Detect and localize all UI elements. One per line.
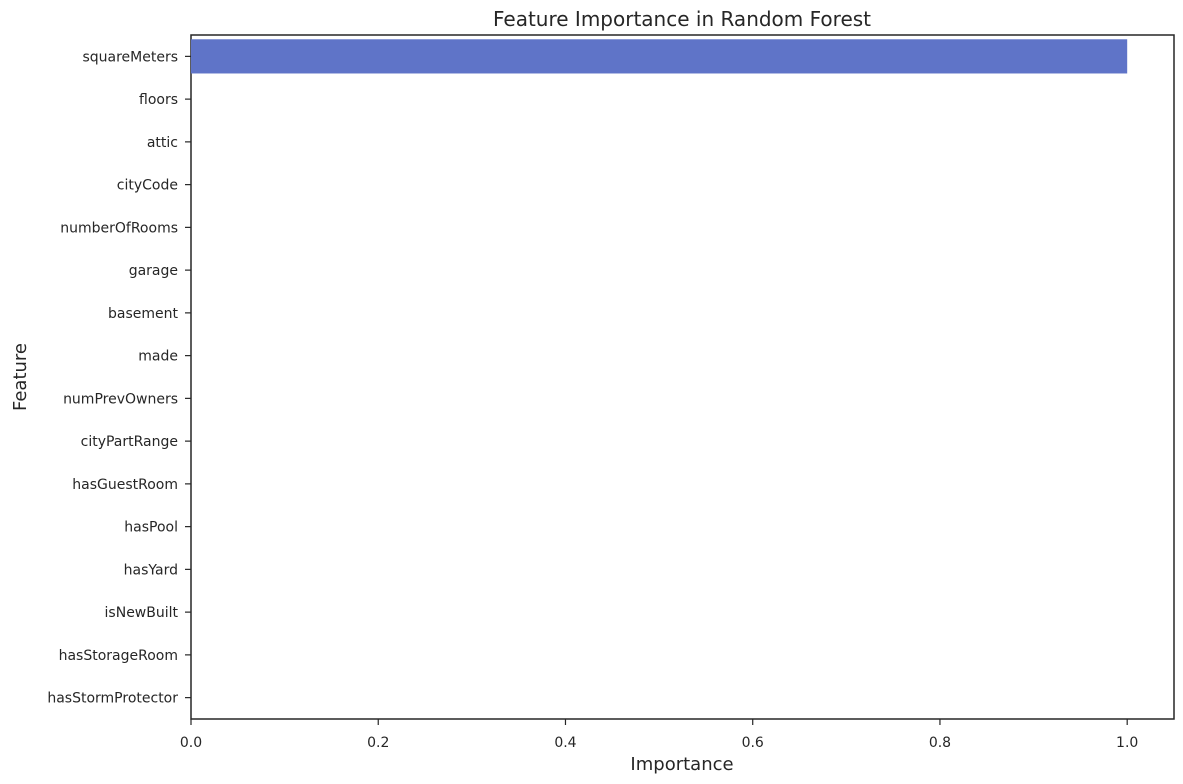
y-axis-label: Feature [10, 343, 31, 411]
x-tick-label-5: 1.0 [1116, 735, 1138, 751]
bar-squareMeters [191, 39, 1128, 74]
y-tick-label-numberOfRooms: numberOfRooms [60, 220, 178, 236]
y-axis: squareMeters floors attic cityCode numberOfR… [47, 49, 191, 707]
y-tick-label-squareMeters: squareMeters [82, 49, 178, 65]
x-tick-label-0: 0.0 [180, 735, 202, 751]
y-tick-label-isNewBuilt: isNewBuilt [105, 605, 179, 621]
y-tick-label-hasYard: hasYard [124, 562, 178, 578]
y-tick-label-attic: attic [147, 135, 178, 151]
x-tick-label-3: 0.6 [742, 735, 764, 751]
x-axis-label: Importance [630, 754, 733, 775]
y-tick-label-hasPool: hasPool [124, 520, 178, 536]
y-tick-label-hasStorageRoom: hasStorageRoom [59, 648, 178, 664]
x-tick-label-4: 0.8 [929, 735, 951, 751]
y-tick-label-cityPartRange: cityPartRange [81, 434, 178, 450]
y-tick-label-made: made [138, 349, 178, 365]
y-tick-label-floors: floors [139, 92, 178, 108]
y-tick-label-cityCode: cityCode [117, 178, 178, 194]
y-tick-label-hasGuestRoom: hasGuestRoom [72, 477, 178, 493]
y-tick-label-garage: garage [129, 263, 178, 279]
x-axis: 0.0 0.2 0.4 0.6 0.8 1.0 [180, 719, 1138, 751]
plot-area [190, 34, 1175, 720]
y-tick-label-basement: basement [108, 306, 178, 322]
x-tick-label-1: 0.2 [367, 735, 389, 751]
y-tick-label-numPrevOwners: numPrevOwners [63, 391, 178, 407]
y-tick-label-hasStormProtector: hasStormProtector [47, 691, 178, 707]
bars-layer [191, 39, 1128, 74]
x-tick-label-2: 0.4 [554, 735, 576, 751]
chart-title: Feature Importance in Random Forest [493, 7, 871, 31]
